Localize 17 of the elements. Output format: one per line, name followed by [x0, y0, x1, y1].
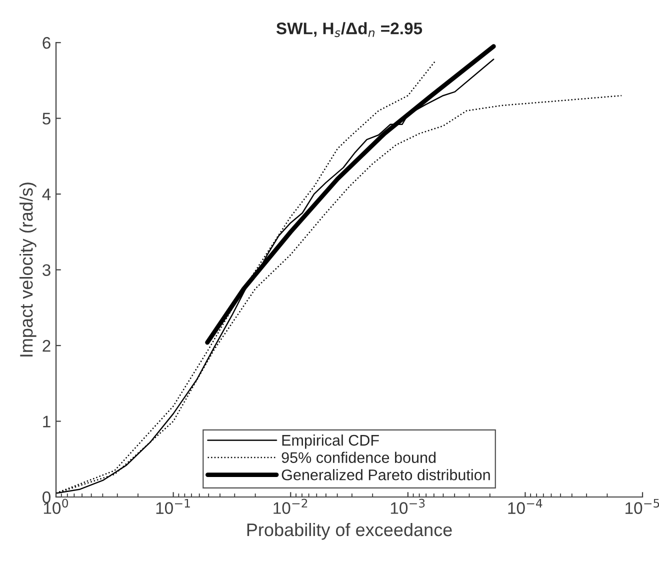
x-tick-label: 10$^{−3}$ — [390, 498, 425, 514]
y-axis-title: Impact velocity (rad/s) — [20, 182, 36, 356]
y-tick-label: 5 — [42, 112, 50, 125]
y-tick-label: 4 — [42, 188, 51, 200]
chart-title: SWL, H$_{s}$/Δd$_{n}$ =2.95 — [276, 22, 422, 38]
x-tick-label: 10$^{−4}$ — [508, 498, 542, 514]
legend-label: Empirical CDF — [282, 434, 379, 449]
legend-label: 95% confidence bound — [282, 452, 436, 464]
x-tick-label: 10$^{−1}$ — [156, 498, 190, 514]
y-tick-label: 3 — [42, 264, 50, 276]
x-tick-label: 10$^{−2}$ — [274, 498, 308, 514]
y-tick-label: 6 — [42, 37, 50, 49]
x-axis-title: Probability of exceedance — [247, 522, 452, 540]
x-tick-label: 10$^{−5}$ — [626, 498, 659, 514]
y-tick-label: 2 — [42, 340, 50, 352]
y-tick-label: 1 — [43, 416, 50, 428]
legend-label: Generalized Pareto distribution — [282, 469, 490, 480]
